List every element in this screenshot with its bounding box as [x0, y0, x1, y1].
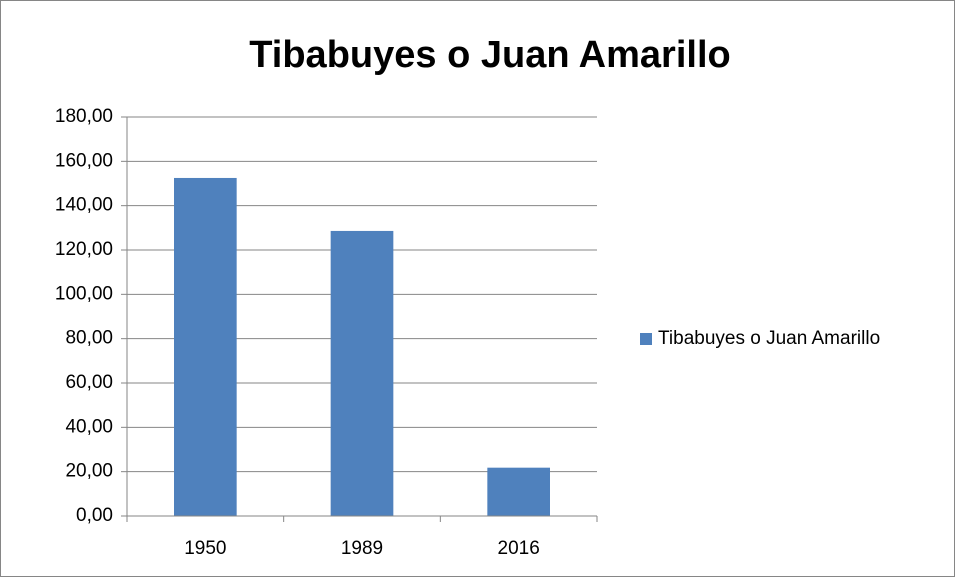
legend-label: Tibabuyes o Juan Amarillo [658, 328, 880, 349]
x-tick-label: 1989 [341, 538, 383, 559]
x-tick-label: 1950 [184, 538, 226, 559]
x-tick-label: 2016 [498, 538, 540, 559]
chart-title: Tibabuyes o Juan Amarillo [249, 34, 730, 76]
y-tick-label: 20,00 [65, 461, 113, 482]
legend-swatch [640, 333, 652, 345]
bar [487, 467, 550, 516]
bar [330, 230, 394, 517]
y-tick-label: 0,00 [76, 505, 113, 526]
y-tick-label: 100,00 [55, 283, 113, 304]
y-tick-label: 40,00 [65, 416, 113, 437]
bar [174, 177, 237, 517]
y-tick-label: 140,00 [55, 195, 113, 216]
y-tick-label: 160,00 [55, 150, 113, 171]
y-tick-label: 180,00 [55, 106, 113, 127]
y-tick-label: 120,00 [55, 239, 113, 260]
y-tick-label: 80,00 [65, 328, 113, 349]
y-tick-label: 60,00 [65, 372, 113, 393]
